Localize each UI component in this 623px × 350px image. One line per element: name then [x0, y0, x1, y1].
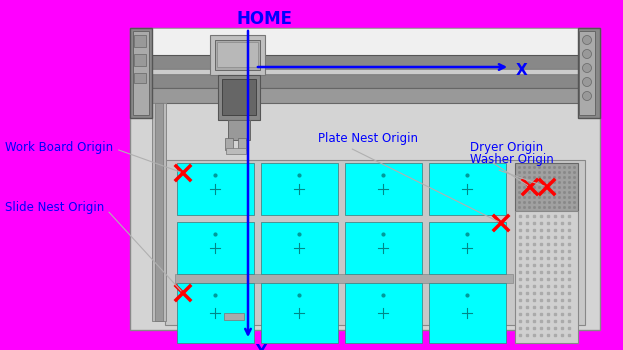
Text: Washer Origin: Washer Origin	[470, 154, 554, 186]
Text: HOME: HOME	[237, 10, 293, 28]
Bar	[222, 79, 256, 115]
Bar	[261, 283, 338, 343]
Circle shape	[583, 49, 591, 58]
Text: Slide Nest Origin: Slide Nest Origin	[5, 201, 181, 291]
Text: Y: Y	[255, 344, 266, 350]
Bar	[515, 211, 578, 343]
Circle shape	[583, 77, 591, 86]
Bar	[218, 75, 260, 120]
Text: Work Board Origin: Work Board Origin	[5, 141, 181, 172]
Bar	[261, 163, 338, 215]
Bar	[150, 69, 590, 74]
Bar	[210, 35, 265, 75]
Bar	[165, 160, 585, 325]
Bar	[429, 283, 506, 343]
Bar	[177, 163, 254, 215]
Bar	[150, 88, 590, 103]
Bar	[130, 28, 152, 118]
Text: Plate Nest Origin: Plate Nest Origin	[318, 132, 498, 222]
Bar	[224, 313, 244, 320]
Bar	[175, 274, 513, 283]
Bar	[155, 103, 163, 321]
Bar	[515, 163, 578, 211]
Circle shape	[583, 35, 591, 44]
Bar	[238, 138, 246, 150]
Bar	[345, 222, 422, 274]
Bar	[222, 315, 246, 335]
Bar	[150, 28, 590, 93]
Bar	[261, 222, 338, 274]
Bar	[130, 28, 600, 330]
Circle shape	[583, 91, 591, 100]
Bar	[150, 28, 590, 55]
Bar	[225, 138, 233, 150]
Bar	[578, 28, 600, 118]
Bar	[215, 40, 260, 70]
Bar	[345, 283, 422, 343]
Bar	[345, 163, 422, 215]
Bar	[150, 55, 590, 69]
Bar	[152, 103, 166, 321]
Bar	[150, 74, 590, 88]
Bar	[429, 163, 506, 215]
Bar	[579, 31, 595, 115]
Bar	[429, 222, 506, 274]
Text: Dryer Origin: Dryer Origin	[470, 141, 543, 186]
Bar	[226, 148, 246, 154]
Bar	[134, 54, 146, 66]
Bar	[217, 42, 258, 67]
Bar	[133, 31, 149, 115]
Bar	[228, 120, 250, 140]
Text: X: X	[516, 63, 528, 78]
Circle shape	[583, 63, 591, 72]
Bar	[134, 35, 146, 47]
Bar	[177, 222, 254, 274]
Bar	[177, 283, 254, 343]
Bar	[134, 73, 146, 83]
